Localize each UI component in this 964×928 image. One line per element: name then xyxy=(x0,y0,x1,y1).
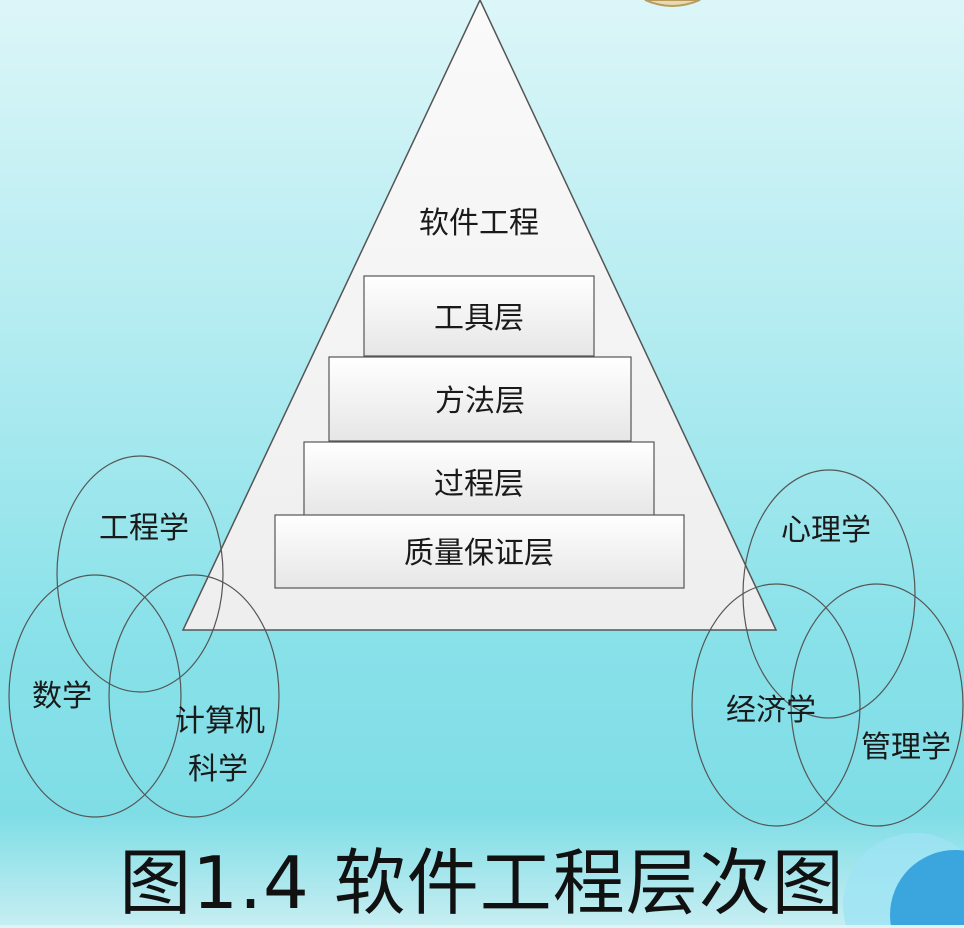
top-decoration-shape xyxy=(644,0,701,7)
layer-label-methods: 方法层 xyxy=(435,384,525,419)
venn-circle-economics xyxy=(691,583,861,827)
layer-box-tools xyxy=(363,275,595,357)
venn-circle-computer-science xyxy=(108,574,280,818)
venn-label-management: 管理学 xyxy=(861,730,951,765)
layer-box-quality xyxy=(274,514,685,589)
layer-label-quality: 质量保证层 xyxy=(404,536,554,571)
figure-caption: 图1.4 软件工程层次图 xyxy=(119,841,845,925)
venn-circle-math xyxy=(8,574,182,818)
corner-accent-circle-dark xyxy=(890,850,964,925)
venn-label-science: 科学 xyxy=(188,752,248,787)
right-venn xyxy=(691,469,964,827)
venn-label-engineering: 工程学 xyxy=(99,511,189,546)
venn-label-economics: 经济学 xyxy=(726,693,816,728)
layer-label-process: 过程层 xyxy=(434,467,524,502)
layer-box-methods xyxy=(328,356,632,442)
venn-label-computer: 计算机 xyxy=(175,704,265,739)
venn-label-math: 数学 xyxy=(32,679,92,714)
pyramid-title: 软件工程 xyxy=(419,206,539,241)
left-venn xyxy=(8,455,280,818)
venn-circle-management xyxy=(790,583,964,827)
venn-circle-engineering xyxy=(56,455,224,693)
venn-circle-psychology xyxy=(742,469,916,719)
venn-label-psychology: 心理学 xyxy=(781,513,871,548)
layer-box-process xyxy=(303,441,655,517)
layer-label-tools: 工具层 xyxy=(434,301,524,336)
